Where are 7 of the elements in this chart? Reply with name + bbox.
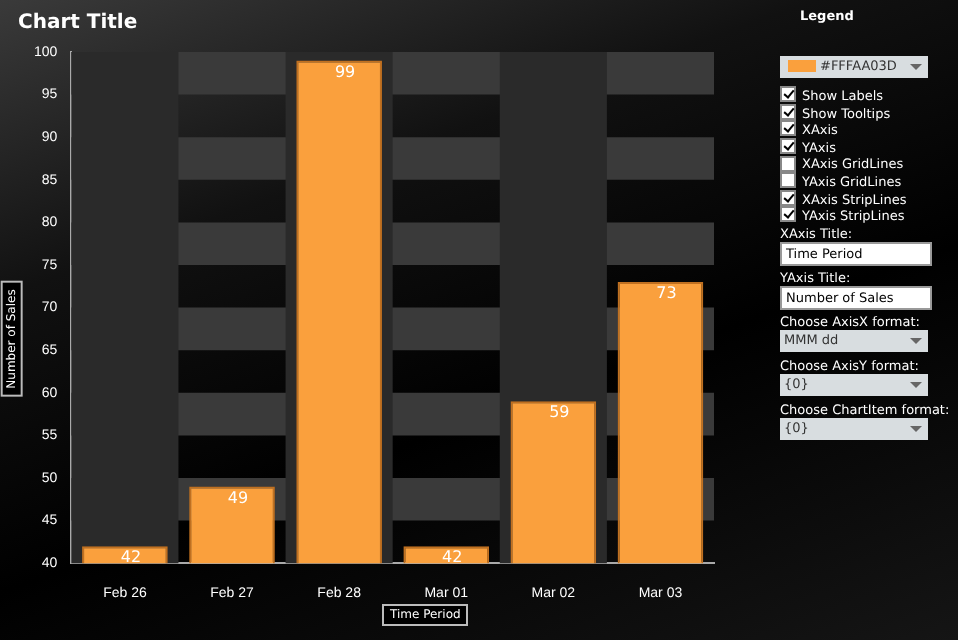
data-label: 73 [656,284,677,303]
data-label: 49 [227,488,249,507]
data-label: 99 [334,62,356,81]
data-label: 42 [120,548,142,567]
chart-title: Chart Title [18,12,138,34]
data-label: 42 [442,548,463,567]
data-label: 59 [549,403,570,422]
